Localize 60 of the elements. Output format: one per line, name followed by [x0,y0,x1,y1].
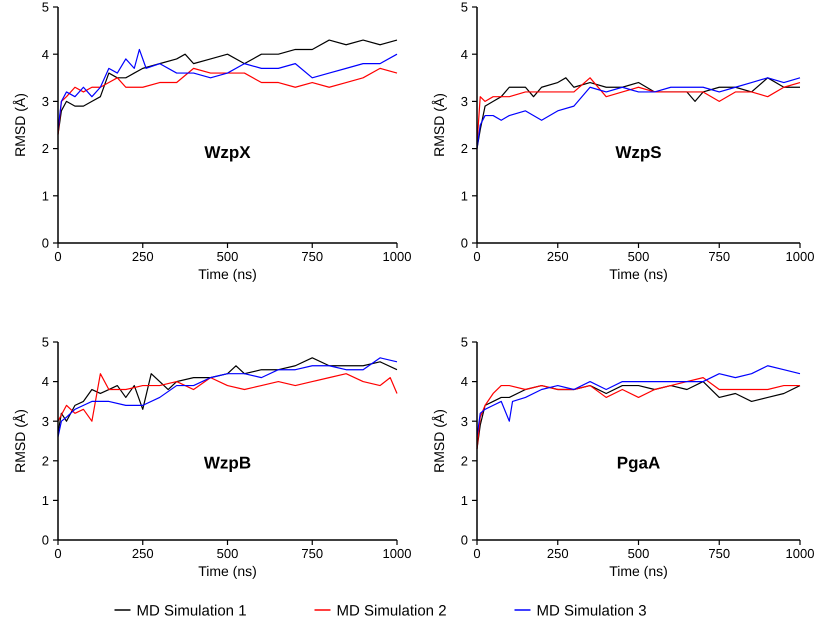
x-tick-label: 250 [546,546,569,561]
x-tick-label: 0 [54,249,62,264]
x-tick-label: 1000 [382,249,412,264]
y-tick-label: 0 [42,532,49,548]
y-tick-label: 4 [42,46,49,62]
y-tick-label: 2 [42,141,49,156]
y-tick-label: 3 [460,414,468,429]
legend-label: MD Simulation 1 [136,602,247,620]
y-tick-label: 5 [42,0,49,15]
y-tick-label: 4 [460,46,468,62]
x-tick-label: 500 [628,546,650,561]
y-tick-label: 4 [460,374,468,390]
y-tick-label: 1 [460,188,468,204]
y-axis-title: RMSD (Å) [431,409,447,473]
text: WzpB [204,454,252,473]
y-axis-title: RMSD (Å) [12,93,28,157]
x-axis-title: Time (ns) [198,563,257,579]
y-tick-label: 5 [460,0,468,15]
y-tick-label: 0 [42,236,49,251]
x-tick-label: 500 [628,249,650,264]
y-tick-label: 3 [42,414,49,429]
y-tick-label: 1 [42,492,49,508]
x-tick-label: 1000 [786,249,814,264]
y-tick-label: 5 [42,334,49,350]
x-tick-label: 0 [473,546,481,561]
y-tick-label: 1 [42,188,49,204]
x-tick-label: 750 [708,546,730,561]
x-tick-label: 1000 [786,546,814,561]
text: WzpS [615,143,662,162]
legend-label: MD Simulation 2 [336,602,447,620]
y-tick-label: 1 [460,492,468,508]
legend-label: MD Simulation 3 [536,602,647,620]
x-tick-label: 750 [301,546,324,561]
y-tick-label: 4 [42,374,49,390]
x-axis-title: Time (ns) [198,266,257,282]
line-series [57,373,398,422]
x-tick-label: 500 [216,249,238,264]
text: PgaA [616,454,660,473]
x-tick-label: 750 [708,249,730,264]
x-tick-label: 250 [132,249,154,264]
y-tick-label: 3 [42,94,49,109]
x-tick-label: 250 [546,249,569,264]
x-tick-label: 0 [54,546,62,561]
y-tick-label: 2 [460,141,468,156]
y-tick-label: 0 [460,532,468,548]
x-tick-label: 750 [301,249,324,264]
y-tick-label: 2 [460,453,468,468]
y-tick-label: 5 [460,334,468,350]
x-axis-title: Time (ns) [609,266,668,282]
y-tick-label: 3 [460,94,468,109]
x-tick-label: 1000 [382,546,412,561]
x-tick-label: 250 [132,546,154,561]
x-tick-label: 0 [473,249,481,264]
y-axis-title: RMSD (Å) [12,409,28,473]
x-axis-title: Time (ns) [609,563,668,579]
text: WzpX [204,143,252,162]
y-axis-title: RMSD (Å) [431,93,447,157]
x-tick-label: 500 [216,546,238,561]
y-tick-label: 2 [42,453,49,468]
y-tick-label: 0 [460,236,468,251]
